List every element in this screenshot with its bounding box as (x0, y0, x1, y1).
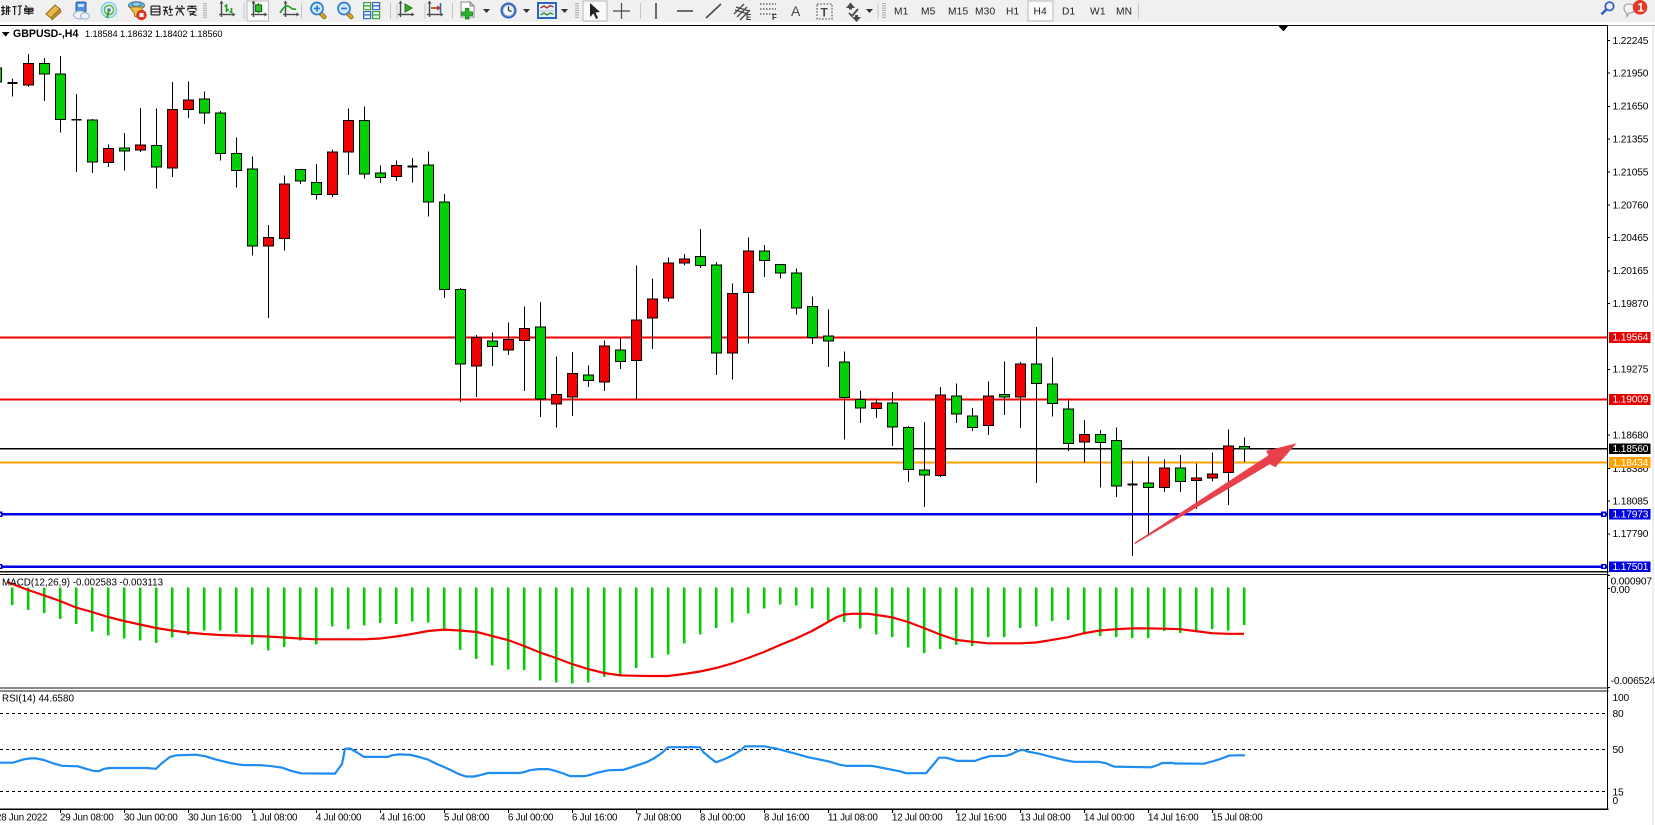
svg-text:15: 15 (1613, 787, 1625, 798)
svg-text:1.18085: 1.18085 (1613, 497, 1649, 508)
svg-text:15 Jul 08:00: 15 Jul 08:00 (1212, 812, 1263, 823)
svg-text:1.21355: 1.21355 (1613, 134, 1649, 145)
svg-text:12 Jul 16:00: 12 Jul 16:00 (956, 812, 1007, 823)
svg-text:7 Jul 08:00: 7 Jul 08:00 (636, 812, 682, 823)
svg-text:1.19564: 1.19564 (1613, 333, 1649, 344)
svg-text:-0.006524: -0.006524 (1611, 676, 1655, 687)
svg-text:4 Jul 00:00: 4 Jul 00:00 (316, 812, 362, 823)
svg-text:1.18434: 1.18434 (1613, 458, 1649, 469)
svg-text:M30: M30 (975, 7, 996, 18)
svg-text:1.20760: 1.20760 (1613, 200, 1649, 211)
svg-text:H1: H1 (1006, 7, 1020, 18)
svg-text:1.18380: 1.18380 (1613, 464, 1649, 475)
svg-text:H4: H4 (1034, 7, 1048, 18)
svg-text:13 Jul 08:00: 13 Jul 08:00 (1020, 812, 1071, 823)
svg-text:M1: M1 (894, 7, 909, 18)
svg-text:D1: D1 (1062, 7, 1076, 18)
svg-text:0: 0 (1613, 796, 1619, 807)
svg-text:1.17973: 1.17973 (1613, 510, 1649, 521)
svg-text:4 Jul 16:00: 4 Jul 16:00 (380, 812, 426, 823)
svg-text:MACD(12,26,9) -0.002583 -0.003: MACD(12,26,9) -0.002583 -0.003113 (2, 578, 164, 589)
svg-text:M5: M5 (921, 7, 936, 18)
svg-text:1.20165: 1.20165 (1613, 266, 1649, 277)
svg-text:1.18680: 1.18680 (1613, 431, 1649, 442)
svg-text:1.21650: 1.21650 (1613, 102, 1649, 113)
svg-text:1.18584 1.18632 1.18402 1.1856: 1.18584 1.18632 1.18402 1.18560 (85, 29, 222, 39)
svg-text:0.000907: 0.000907 (1611, 576, 1653, 587)
svg-text:100: 100 (1613, 693, 1630, 704)
svg-text:14 Jul 16:00: 14 Jul 16:00 (1148, 812, 1199, 823)
svg-text:1.17501: 1.17501 (1613, 562, 1649, 573)
svg-text:30 Jun 16:00: 30 Jun 16:00 (188, 812, 242, 823)
svg-text:1.19009: 1.19009 (1613, 395, 1649, 406)
svg-text:F: F (772, 13, 777, 22)
svg-text:28 Jun 2022: 28 Jun 2022 (0, 812, 47, 823)
svg-text:14 Jul 00:00: 14 Jul 00:00 (1084, 812, 1135, 823)
svg-text:W1: W1 (1090, 7, 1106, 18)
svg-text:T: T (821, 6, 829, 20)
svg-text:50: 50 (1613, 745, 1625, 756)
svg-text:6 Jul 16:00: 6 Jul 16:00 (572, 812, 618, 823)
svg-text:MN: MN (1116, 7, 1132, 18)
svg-text:M15: M15 (948, 7, 969, 18)
svg-text:RSI(14) 44.6580: RSI(14) 44.6580 (2, 694, 74, 705)
svg-text:80: 80 (1613, 709, 1625, 720)
svg-text:1.19275: 1.19275 (1613, 365, 1649, 376)
svg-text:8 Jul 16:00: 8 Jul 16:00 (764, 812, 810, 823)
svg-text:A: A (791, 3, 801, 19)
svg-text:E: E (746, 13, 752, 22)
svg-text:6 Jul 00:00: 6 Jul 00:00 (508, 812, 554, 823)
svg-text:1.17790: 1.17790 (1613, 529, 1649, 540)
svg-text:29 Jun 08:00: 29 Jun 08:00 (60, 812, 114, 823)
svg-text:GBPUSD-,H4: GBPUSD-,H4 (13, 28, 78, 40)
svg-text:1.22245: 1.22245 (1613, 36, 1649, 47)
svg-text:1.21950: 1.21950 (1613, 69, 1649, 80)
svg-text:1.20465: 1.20465 (1613, 233, 1649, 244)
svg-text:1.19870: 1.19870 (1613, 299, 1649, 310)
svg-text:5 Jul 08:00: 5 Jul 08:00 (444, 812, 490, 823)
svg-text:1.21055: 1.21055 (1613, 168, 1649, 179)
svg-text:0.00: 0.00 (1611, 585, 1631, 596)
svg-text:12 Jul 00:00: 12 Jul 00:00 (892, 812, 943, 823)
svg-text:30 Jun 00:00: 30 Jun 00:00 (124, 812, 178, 823)
svg-text:1: 1 (1638, 3, 1645, 15)
svg-text:1 Jul 08:00: 1 Jul 08:00 (252, 812, 298, 823)
svg-text:11 Jul 08:00: 11 Jul 08:00 (828, 812, 878, 823)
svg-text:1.18560: 1.18560 (1613, 444, 1649, 455)
svg-text:8 Jul 00:00: 8 Jul 00:00 (700, 812, 746, 823)
